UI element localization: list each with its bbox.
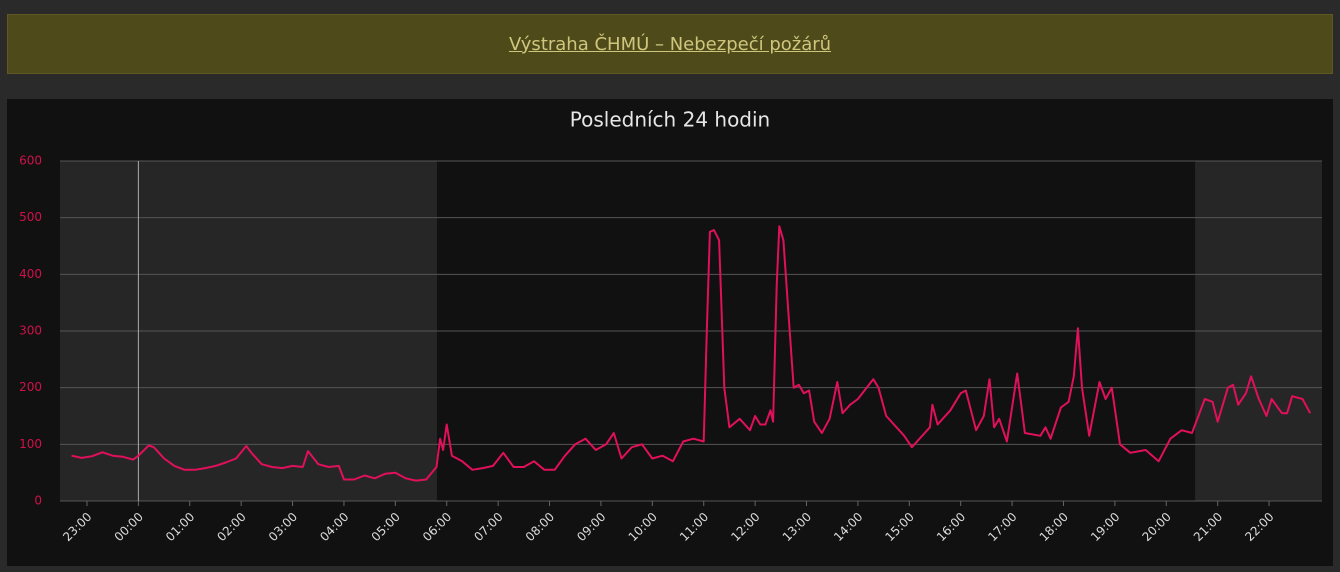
y-tick-label: 300 (19, 324, 42, 338)
y-tick-label: 500 (19, 210, 42, 224)
y-tick-label: 200 (19, 380, 42, 394)
warning-link[interactable]: Výstraha ČHMÚ – Nebezpečí požárů (508, 33, 832, 55)
y-tick-label: 400 (19, 267, 42, 281)
y-tick-label: 100 (19, 437, 42, 451)
warning-banner: Výstraha ČHMÚ – Nebezpečí požárů (7, 14, 1333, 74)
data-line (71, 225, 1312, 482)
y-tick-label: 600 (19, 154, 42, 168)
chart-title: Posledních 24 hodin (570, 108, 770, 132)
y-tick-label: 0 (34, 494, 42, 508)
